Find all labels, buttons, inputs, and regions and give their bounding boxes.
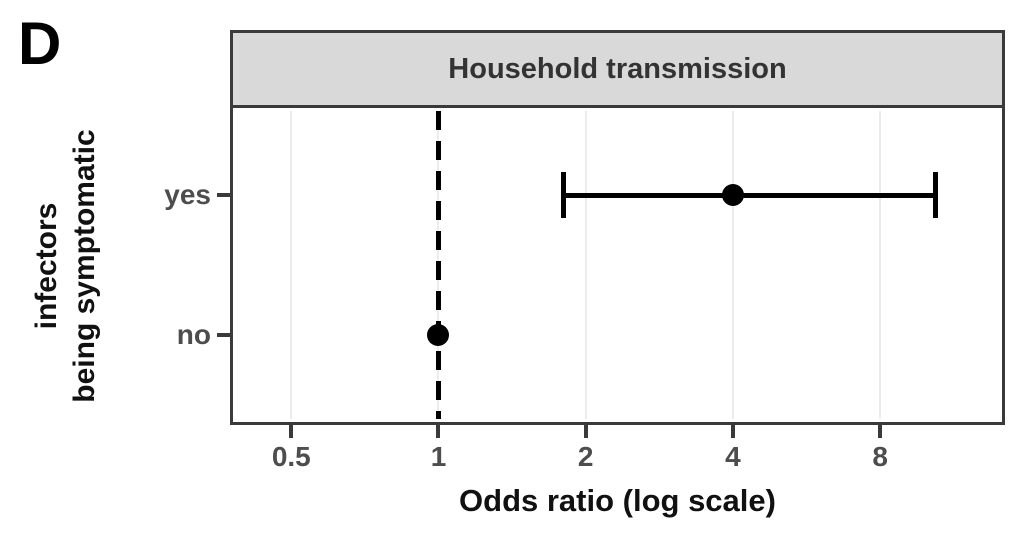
x-axis-tick	[730, 425, 735, 438]
facet-strip-label: Household transmission	[448, 52, 787, 85]
y-axis-title: infectors being symptomatic	[28, 101, 106, 431]
x-axis-tick-label: 4	[725, 441, 741, 472]
x-axis-title: Odds ratio (log scale)	[459, 483, 776, 518]
y-axis-tick	[217, 193, 230, 197]
x-axis-tick	[436, 425, 441, 438]
plot-panel	[230, 108, 1005, 425]
x-axis-tick-label: 0.5	[271, 441, 311, 472]
x-axis-tick-label: 2	[577, 441, 594, 472]
ci-upper-cap	[933, 172, 939, 218]
y-axis-tick	[217, 333, 230, 337]
point-estimate	[721, 184, 744, 206]
y-axis-title-line2: being symptomatic	[68, 129, 101, 403]
y-axis-tick-label: no	[176, 319, 211, 350]
point-estimate	[427, 324, 450, 346]
ci-lower-cap	[560, 172, 566, 218]
x-axis-tick	[289, 425, 294, 438]
x-axis-tick	[583, 425, 588, 438]
confidence-interval-bar	[563, 192, 936, 198]
major-gridline	[584, 111, 587, 419]
panel-label: D	[18, 10, 62, 77]
x-axis-tick-label: 1	[430, 441, 447, 472]
major-gridline	[879, 111, 882, 419]
y-axis-tick-label: yes	[164, 179, 211, 210]
reference-line	[435, 111, 441, 419]
y-axis-title-line1: infectors	[30, 202, 63, 330]
x-axis-tick-label: 8	[872, 441, 888, 472]
major-gridline	[731, 111, 734, 419]
x-axis-tick	[878, 425, 883, 438]
major-gridline	[290, 111, 293, 419]
facet-strip: Household transmission	[230, 30, 1005, 108]
